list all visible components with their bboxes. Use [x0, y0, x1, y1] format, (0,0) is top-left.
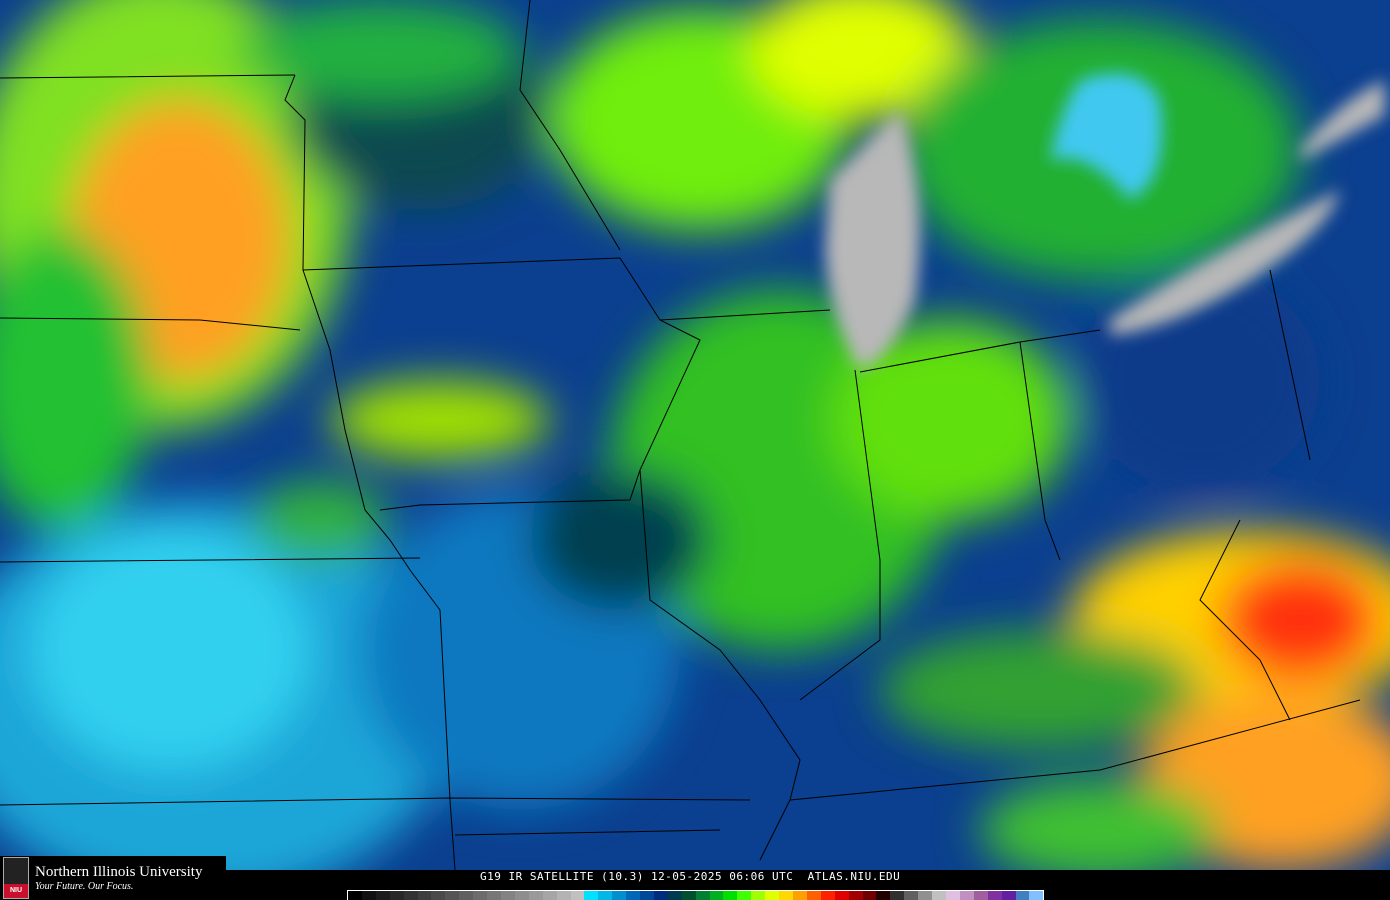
colorbar-swatch	[779, 891, 793, 900]
colorbar-swatch	[431, 891, 446, 900]
colorbar-swatch	[959, 891, 974, 900]
colorbar-swatch	[417, 891, 432, 900]
lakes-cold-surface	[825, 73, 1385, 370]
colorbar-swatch	[945, 891, 960, 900]
university-tagline: Your Future. Our Focus.	[35, 880, 134, 892]
colorbar-swatch	[820, 891, 835, 900]
colorbar-swatch	[751, 891, 766, 900]
colorbar-swatch	[793, 891, 807, 900]
colorbar-swatch	[904, 891, 919, 900]
colorbar-swatch	[542, 891, 557, 900]
colorbar-swatch	[918, 891, 933, 900]
colorbar-swatch	[640, 891, 654, 900]
colorbar-swatch	[1015, 891, 1030, 900]
temperature-colorbar	[347, 890, 1044, 900]
colorbar-swatch	[667, 891, 682, 900]
logo-mark-text: NIU	[4, 884, 28, 898]
niu-seal-icon: NIU	[3, 857, 29, 899]
colorbar-swatch	[375, 891, 390, 900]
colorbar-swatch	[1029, 891, 1044, 900]
colorbar-swatch	[487, 891, 501, 900]
colorbar-swatch	[695, 891, 710, 900]
colorbar-swatch	[806, 891, 821, 900]
colorbar-swatch	[389, 891, 404, 900]
colorbar-swatch	[570, 891, 585, 900]
colorbar-swatch	[723, 891, 738, 900]
colorbar-swatch	[862, 891, 877, 900]
colorbar-swatch	[987, 891, 1002, 900]
colorbar-swatch	[459, 891, 474, 900]
colorbar-swatch	[653, 891, 668, 900]
colorbar-swatch	[834, 891, 849, 900]
colorbar-swatch	[932, 891, 946, 900]
colorbar-swatch	[848, 891, 863, 900]
university-name: Northern Illinois University	[35, 863, 203, 880]
colorbar-swatch	[556, 891, 571, 900]
colorbar-swatch	[514, 891, 529, 900]
colorbar-swatch	[528, 891, 543, 900]
state-boundaries	[0, 0, 1361, 871]
ir-satellite-image	[0, 0, 1390, 872]
cloud-field	[0, 0, 1390, 872]
colorbar-swatch	[890, 891, 905, 900]
colorbar-swatch	[681, 891, 696, 900]
colorbar-swatch	[361, 891, 376, 900]
colorbar-swatch	[1001, 891, 1016, 900]
colorbar-swatch	[973, 891, 988, 900]
colorbar-swatch	[500, 891, 515, 900]
niu-logo: NIU Northern Illinois University Your Fu…	[0, 856, 226, 900]
image-caption: G19 IR SATELLITE (10.3) 12-05-2025 06:06…	[480, 870, 901, 883]
colorbar-swatch	[598, 891, 613, 900]
colorbar-swatch	[445, 891, 460, 900]
colorbar-swatch	[876, 891, 891, 900]
colorbar-swatch	[348, 891, 362, 900]
colorbar-swatch	[709, 891, 724, 900]
colorbar-swatch	[403, 891, 418, 900]
colorbar-swatch	[473, 891, 488, 900]
colorbar-swatch	[612, 891, 627, 900]
colorbar-swatch	[626, 891, 641, 900]
colorbar-swatch	[737, 891, 752, 900]
colorbar-swatch	[765, 891, 780, 900]
colorbar-swatch	[584, 891, 599, 900]
